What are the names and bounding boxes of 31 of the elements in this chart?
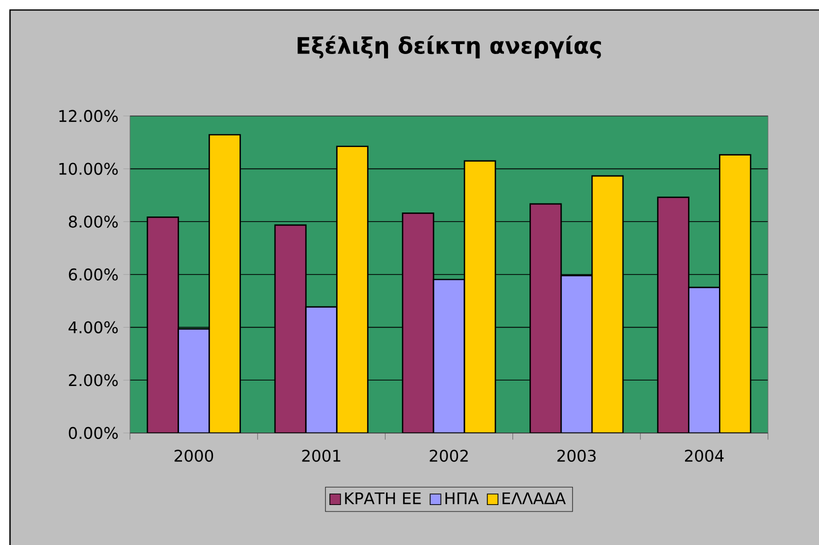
x-tick-label: 2004 — [685, 450, 724, 462]
y-tick-label: 10.00% — [59, 162, 118, 175]
bar — [688, 286, 720, 433]
bar — [530, 204, 562, 433]
bar — [434, 280, 464, 433]
x-tick-label: 2001 — [302, 450, 340, 462]
bar — [336, 146, 368, 433]
bar — [657, 196, 690, 433]
bar — [402, 213, 434, 433]
y-tick-label: 4.00% — [68, 321, 118, 334]
bar — [147, 217, 178, 433]
x-tick-label: 2003 — [557, 450, 596, 462]
bar — [464, 160, 496, 433]
legend-label: ΕΛΛΑΔΑ — [502, 492, 566, 504]
bar — [561, 276, 592, 433]
y-tick-label: 12.00% — [59, 110, 118, 122]
legend-label: ΗΠΑ — [445, 492, 479, 504]
chart-title: Εξέλιξη δείκτη ανεργίας — [298, 36, 601, 58]
y-tick-label: 2.00% — [68, 374, 118, 386]
bar — [592, 176, 623, 433]
bar — [306, 306, 337, 433]
y-tick-label: 8.00% — [68, 216, 118, 228]
legend-label: ΚΡΑΤΗ ΕΕ — [345, 492, 421, 504]
bar — [178, 328, 210, 433]
y-tick-label: 6.00% — [68, 268, 118, 281]
x-tick-label: 2002 — [430, 450, 468, 462]
bar — [209, 134, 240, 433]
bar — [275, 225, 306, 433]
bar — [718, 154, 752, 433]
y-tick-label: 0.00% — [68, 426, 118, 440]
x-tick-label: 2000 — [174, 450, 214, 462]
